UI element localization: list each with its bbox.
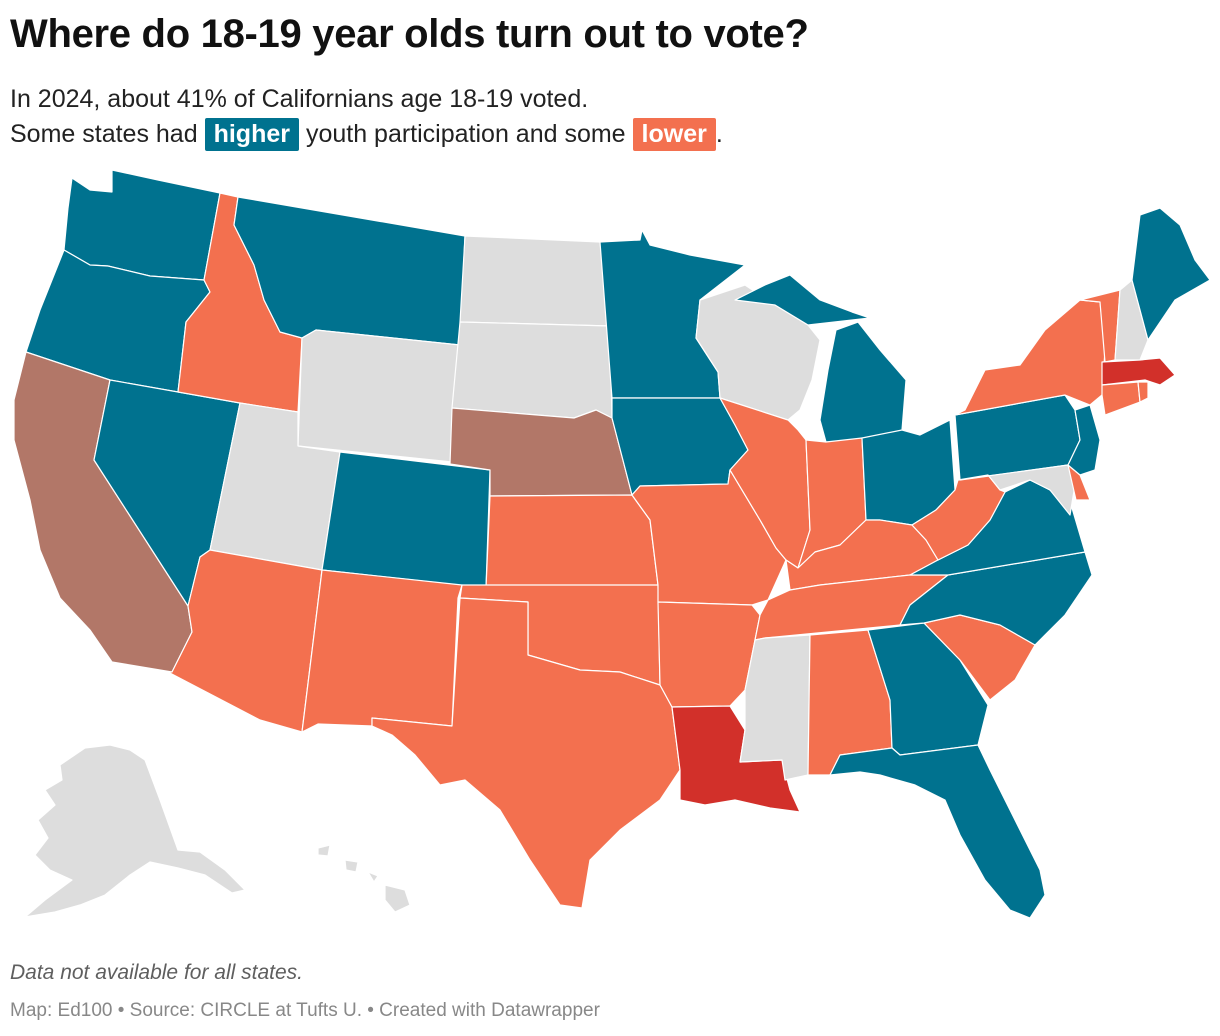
subtitle-line-1: In 2024, about 41% of Californians age 1… <box>10 85 589 113</box>
chart-title: Where do 18-19 year olds turn out to vot… <box>10 12 809 56</box>
state-rhode-island[interactable] <box>1137 381 1149 403</box>
chart-subtitle: In 2024, about 41% of Californians age 1… <box>10 82 723 152</box>
state-kansas[interactable] <box>485 494 659 589</box>
map-container <box>0 165 1220 945</box>
state-maine[interactable] <box>1131 207 1211 341</box>
state-connecticut[interactable] <box>1101 381 1141 416</box>
subtitle-line-2: Some states had higher youth participati… <box>10 117 723 152</box>
state-wyoming[interactable] <box>297 329 461 463</box>
state-new-jersey[interactable] <box>1067 404 1101 476</box>
state-new-hampshire[interactable] <box>1114 279 1149 361</box>
state-north-dakota[interactable] <box>459 235 611 327</box>
legend-badge-lower: lower <box>632 118 716 151</box>
legend-badge-higher: higher <box>204 118 299 151</box>
state-florida[interactable] <box>829 744 1046 919</box>
source-footer: Map: Ed100 • Source: CIRCLE at Tufts U. … <box>10 1000 600 1021</box>
lake-superior <box>745 255 870 285</box>
subtitle-text-middle: youth participation and some <box>305 120 626 148</box>
us-choropleth-map <box>13 169 1211 919</box>
state-texas[interactable] <box>371 597 681 909</box>
subtitle-text-end: . <box>715 120 723 148</box>
state-south-dakota[interactable] <box>451 321 613 419</box>
lake-michigan <box>798 330 836 440</box>
data-availability-note: Data not available for all states. <box>10 961 303 984</box>
subtitle-text-before: Some states had <box>10 120 198 148</box>
state-hawaii[interactable] <box>317 844 411 913</box>
state-massachusetts[interactable] <box>1101 357 1176 386</box>
state-new-york[interactable] <box>954 299 1106 416</box>
state-colorado[interactable] <box>321 451 491 589</box>
state-west-virginia[interactable] <box>911 474 1006 561</box>
state-new-mexico[interactable] <box>301 569 463 733</box>
state-alaska[interactable] <box>24 744 246 918</box>
